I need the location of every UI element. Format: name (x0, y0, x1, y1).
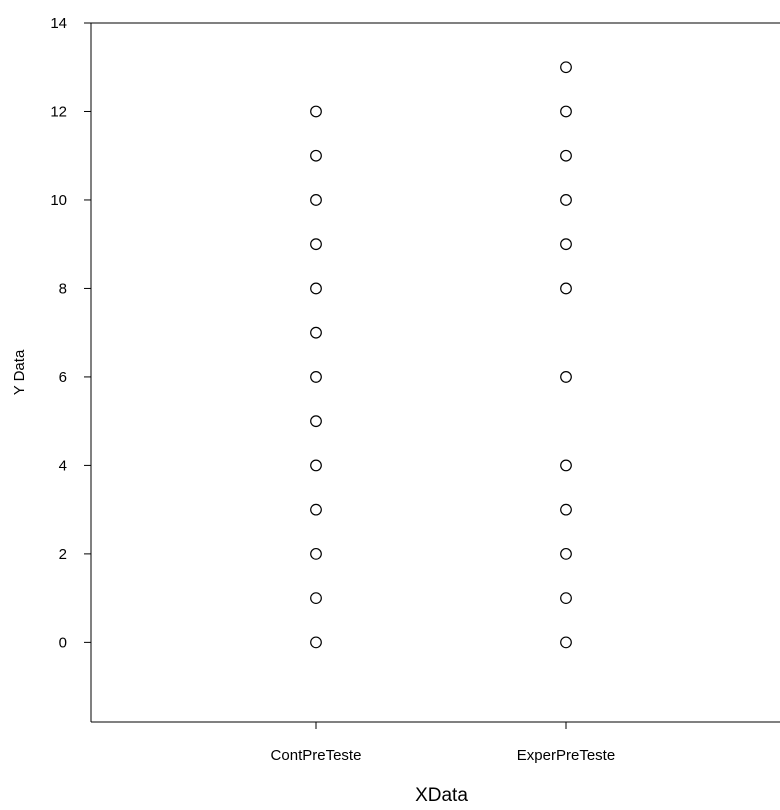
data-point (560, 371, 572, 383)
data-point (560, 194, 572, 206)
data-point (560, 238, 572, 251)
data-point (310, 547, 322, 560)
data-point (310, 503, 322, 516)
data-point (560, 547, 572, 560)
data-point (310, 415, 322, 428)
data-point (310, 105, 322, 118)
y-tick-label: 2 (59, 546, 67, 563)
data-point (560, 105, 572, 118)
y-tick-label: 6 (59, 369, 67, 386)
x-axis-title: XData (415, 785, 468, 806)
x-ticks: ContPreTeste ExperPreTeste (271, 722, 615, 764)
y-tick-label: 12 (50, 103, 67, 120)
y-tick-label: 8 (59, 280, 67, 297)
y-tick-label: 14 (50, 15, 67, 32)
data-point (560, 636, 572, 649)
y-ticks: 0 2 4 6 8 10 12 14 (50, 15, 91, 651)
data-point (310, 238, 322, 251)
data-point (310, 149, 322, 162)
data-point (310, 371, 322, 383)
data-point (310, 282, 322, 295)
y-tick-label: 4 (59, 457, 67, 474)
data-point (560, 61, 572, 74)
y-tick-label: 0 (59, 634, 67, 651)
data-point (310, 194, 322, 206)
data-points (310, 61, 572, 649)
y-tick-label: 10 (50, 192, 67, 209)
y-axis-title: Y Data (11, 349, 28, 395)
axes (90, 22, 780, 723)
x-tick-label: ExperPreTeste (517, 747, 615, 764)
data-point (310, 459, 322, 472)
x-tick-label: ContPreTeste (271, 747, 362, 764)
data-point (560, 282, 572, 295)
data-point (310, 636, 322, 649)
data-point (560, 592, 572, 605)
data-point (560, 503, 572, 516)
data-point (310, 326, 322, 339)
data-point (310, 592, 322, 605)
data-point (560, 149, 572, 162)
data-point (560, 459, 572, 472)
